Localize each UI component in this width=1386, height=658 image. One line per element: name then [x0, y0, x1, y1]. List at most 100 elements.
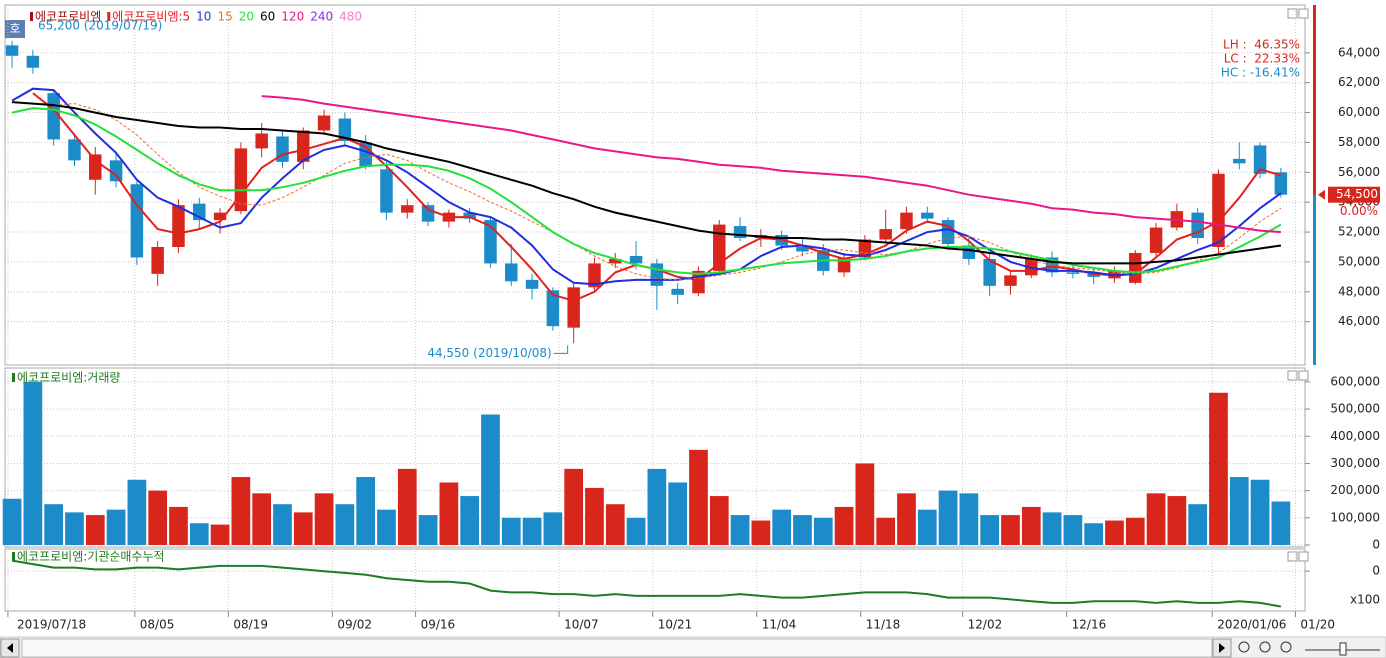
x-tick-label: 08/19 [233, 618, 268, 632]
stat-line: LC : 22.33% [1224, 52, 1300, 66]
panel-title-marker [12, 373, 15, 382]
volume-bar [813, 517, 833, 545]
volume-bar [585, 487, 604, 545]
panel-button[interactable] [1298, 8, 1309, 19]
panel-title: 에코프로비엠:기관순매수누적 [17, 550, 165, 564]
volume-bar [647, 468, 667, 545]
volume-bar [418, 515, 438, 545]
x-tick-label: 2020/01/06 [1217, 618, 1286, 632]
volume-bar [210, 524, 230, 545]
x-tick-label: 09/02 [337, 618, 372, 632]
volume-bar [65, 512, 84, 545]
zoom-handle[interactable] [1339, 642, 1347, 656]
volume-bar [876, 517, 896, 545]
panel-button[interactable] [1287, 8, 1298, 19]
candle-body [297, 130, 310, 162]
volume-bar [23, 381, 43, 545]
volume-bar [1042, 512, 1062, 545]
volume-bar [106, 509, 126, 545]
volume-bar [231, 477, 251, 545]
volume-bar [1125, 517, 1145, 545]
zoom-in[interactable] [1259, 641, 1271, 653]
order-button[interactable] [5, 20, 25, 38]
y-tick-label: 0 [1372, 564, 1380, 578]
candle-body [525, 279, 539, 289]
y-tick-label: 400,000 [1330, 429, 1380, 443]
panel-buttons[interactable] [1287, 8, 1309, 562]
candle-body [671, 288, 684, 295]
y-tick-label: 56,000 [1338, 165, 1380, 179]
volume-bar [314, 493, 334, 545]
volume-bar [85, 515, 105, 545]
ma-line [11, 87, 1282, 286]
y-tick-label: 58,000 [1338, 135, 1380, 149]
price-pointer [1318, 189, 1325, 200]
candle-body [1274, 172, 1288, 195]
candle-body [796, 246, 809, 252]
volume-bar [356, 477, 376, 545]
candle-body [1004, 275, 1017, 286]
y-tick-label: 52,000 [1338, 225, 1380, 239]
candle-body [1149, 227, 1163, 253]
volume-bar [1188, 504, 1208, 545]
panel-button[interactable] [1298, 370, 1309, 381]
volume-bar [377, 509, 396, 545]
scrollbar[interactable] [0, 636, 1386, 658]
volume-bar [772, 509, 792, 545]
institution-line [11, 559, 1282, 608]
scroll-thumb[interactable] [21, 638, 1213, 658]
volume-bar [44, 504, 64, 545]
volume-bar [605, 504, 625, 545]
volume-bar [959, 493, 979, 545]
y-tick-label: 48,000 [1338, 284, 1380, 298]
volume-bar [169, 506, 188, 545]
volume-bar [522, 517, 542, 545]
candle-body [401, 205, 414, 213]
candle-body [5, 45, 19, 56]
legend-entry: 480 [339, 10, 362, 24]
volume-bar [1021, 506, 1041, 545]
legend-entry: 15 [217, 10, 232, 24]
panel-button[interactable] [1287, 551, 1298, 562]
y-tick-label: 60,000 [1338, 105, 1380, 119]
legend-entry: 240 [310, 10, 333, 24]
volume-bar [938, 490, 958, 545]
volume-bar [793, 515, 812, 545]
volume-bar [460, 496, 480, 545]
volume-bar [148, 490, 168, 545]
candle-body [359, 142, 372, 167]
volume-bar [730, 515, 750, 545]
x-tick-label: 10/21 [658, 618, 693, 632]
volume-bar [626, 517, 646, 545]
candle-body [421, 205, 435, 222]
stat-line: HC : -16.41% [1221, 66, 1300, 80]
legend-entry: 20 [239, 10, 254, 24]
volume-bar [293, 512, 313, 545]
ma-line [12, 101, 1282, 265]
panel-button[interactable] [1287, 370, 1298, 381]
candle-body [89, 154, 102, 180]
zoom-reset[interactable] [1280, 641, 1292, 653]
price-panel [4, 4, 1306, 366]
volume-bar [1271, 501, 1291, 545]
candle-body [629, 255, 643, 264]
candle-body [68, 139, 81, 161]
zoom-out[interactable] [1238, 641, 1250, 653]
candle-body [505, 263, 518, 282]
legend-entry: 120 [281, 10, 304, 24]
candle-body [713, 224, 726, 271]
order-button-label[interactable]: 호 [9, 22, 20, 36]
price-range-bar [1313, 195, 1316, 365]
volume-bar [1167, 496, 1187, 545]
legend-entry: 에코프로비엠:5 [112, 10, 190, 24]
volume-bar [709, 496, 729, 545]
panel-title-marker [12, 552, 15, 561]
min-arrow [553, 345, 569, 354]
panel-button[interactable] [1298, 551, 1309, 562]
candle-body [609, 258, 622, 264]
volume-bar [1250, 479, 1270, 545]
candle-body [172, 205, 185, 247]
panel-title: 에코프로비엠:거래량 [17, 371, 120, 385]
y-tick-label: 100,000 [1330, 510, 1380, 524]
candle-body [463, 212, 476, 219]
